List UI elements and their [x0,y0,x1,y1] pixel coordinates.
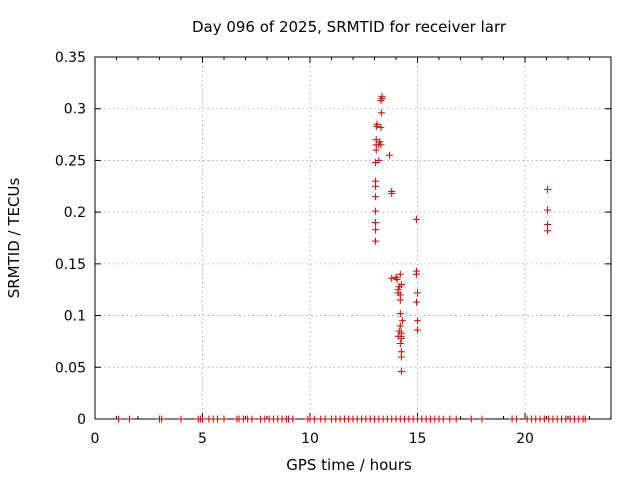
data-point [544,206,552,214]
y-tick-label: 0.05 [55,360,86,376]
data-point [377,109,385,117]
data-point [396,296,404,304]
data-point [397,281,405,289]
axis-tick-labels: 0 5 10 15 20 0 0.05 0.1 0.15 0.2 0.25 0.3 0.35 [55,50,534,447]
data-point [388,274,396,282]
data-point [248,415,256,423]
data-point [478,415,486,423]
data-point [446,415,454,423]
data-point [377,141,385,149]
data-point [388,187,396,195]
x-tick-label: 0 [91,431,100,447]
data-point [321,415,329,423]
data-point [115,415,123,423]
y-tick-label: 0 [77,412,86,428]
data-point [372,218,380,226]
x-axis-title: GPS time / hours [286,456,412,474]
y-tick-label: 0.25 [55,153,86,169]
data-point [398,317,406,325]
data-point [386,151,394,159]
data-point [289,415,297,423]
y-axis-title: SRMTID / TECUs [5,178,23,299]
y-tick-label: 0.15 [55,257,86,273]
data-point [397,367,405,375]
data-point [544,221,552,229]
data-point [439,415,447,423]
data-point [214,415,222,423]
data-point [199,415,206,423]
data-point [397,329,405,337]
data-points [115,92,589,423]
data-point [467,415,475,423]
x-tick-label: 20 [516,431,534,447]
data-point [378,92,386,100]
grid-lines [95,57,611,419]
x-tick-label: 5 [198,431,207,447]
data-point [412,298,420,306]
data-point [372,136,380,144]
data-point [372,193,380,201]
data-point [310,415,318,423]
axis-ticks [94,56,611,420]
data-point [372,226,380,234]
data-point [177,415,185,423]
data-point [375,156,383,164]
data-point [372,207,380,215]
data-point [396,339,404,347]
y-tick-label: 0.35 [55,50,86,66]
x-tick-label: 10 [301,431,319,447]
data-point [372,237,380,245]
data-point [393,275,401,283]
data-point [414,289,421,297]
data-point [377,123,385,131]
data-point [412,270,420,278]
data-point [414,317,421,325]
data-point [512,415,520,423]
data-point [396,310,404,318]
data-point [394,286,402,294]
data-point [376,138,384,146]
chart-title: Day 096 of 2025, SRMTID for receiver lar… [192,18,507,36]
data-point [373,120,381,128]
data-point [220,415,228,423]
data-point [452,415,460,423]
data-point [397,353,405,361]
data-point [396,270,404,278]
y-tick-label: 0.1 [64,309,86,325]
data-point [372,177,380,185]
data-point [414,326,421,334]
y-tick-label: 0.2 [64,205,86,221]
data-point [544,227,552,235]
x-tick-label: 15 [409,431,427,447]
data-point [158,415,166,423]
plot-frame [94,56,612,420]
data-point [544,185,552,193]
data-point [581,415,589,423]
data-point [412,215,420,223]
data-point [396,322,404,330]
data-point [125,415,133,423]
y-tick-label: 0.3 [64,102,86,118]
